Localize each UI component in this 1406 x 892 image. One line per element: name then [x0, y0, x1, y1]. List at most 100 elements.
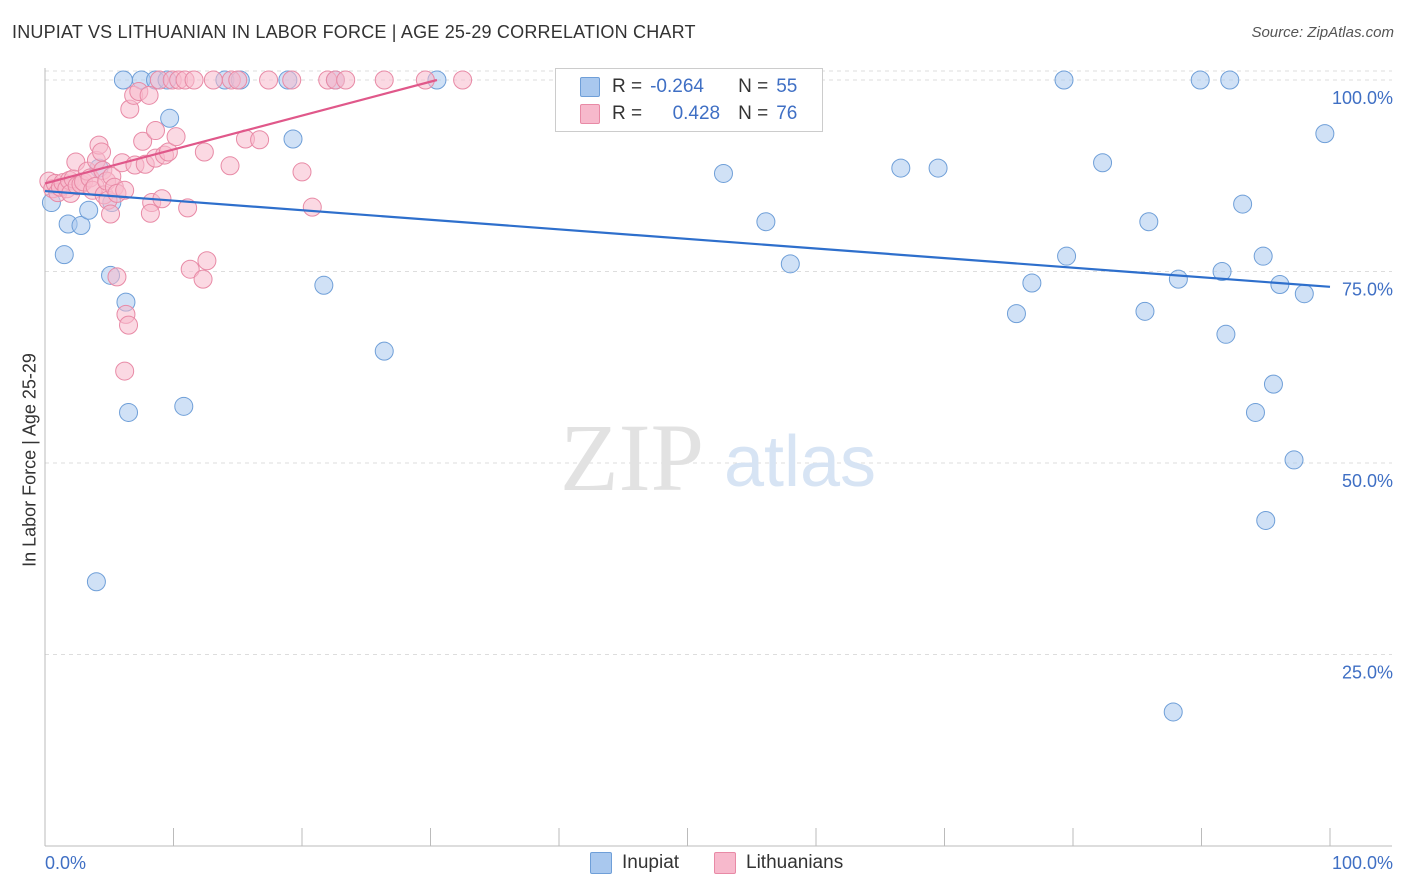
- n-value: 76: [776, 103, 798, 124]
- inupiat-point: [86, 572, 106, 592]
- inupiat-point: [1022, 273, 1042, 293]
- lithuanian-point: [415, 70, 435, 90]
- watermark-atlas: atlas: [724, 422, 876, 502]
- legend-row-inupiat: R = -0.264 N = 55: [580, 75, 797, 99]
- inupiat-trend-line: [44, 189, 1331, 288]
- r-label: R =: [612, 103, 643, 124]
- y-tick-label: 50.0%: [1342, 471, 1393, 491]
- n-value: 55: [776, 76, 798, 97]
- inupiat-point: [283, 129, 303, 149]
- inupiat-point: [1163, 702, 1183, 722]
- inupiat-point: [79, 200, 99, 220]
- r-value: -0.264: [650, 76, 704, 97]
- inupiat-point: [1190, 70, 1210, 90]
- inupiat-point: [71, 216, 91, 236]
- inupiat-point: [1135, 301, 1155, 321]
- stats-legend: R = -0.264 N = 55 R = 0.428 N = 76: [555, 68, 823, 132]
- inupiat-point: [119, 402, 139, 422]
- lithuanian-trend-line: [44, 78, 438, 185]
- lithuanian-point: [453, 70, 473, 90]
- lithuanian-point: [158, 142, 178, 162]
- inupiat-point: [756, 212, 776, 232]
- inupiat-swatch: [590, 852, 612, 874]
- lithuanian-point: [259, 70, 279, 90]
- lithuanian-point: [203, 70, 223, 90]
- n-label: N =: [738, 76, 769, 97]
- inupiat-point: [891, 158, 911, 178]
- source-label: Source: ZipAtlas.com: [1251, 24, 1394, 41]
- watermark-zip: ZIP: [560, 404, 704, 511]
- lithuanian-point: [133, 131, 153, 151]
- inupiat-point: [1284, 450, 1304, 470]
- lithuanian-point: [302, 197, 322, 217]
- chart-title: INUPIAT VS LITHUANIAN IN LABOR FORCE | A…: [12, 22, 696, 42]
- inupiat-point: [1093, 153, 1113, 173]
- lithuanian-point: [178, 198, 198, 218]
- inupiat-point: [1253, 246, 1273, 266]
- inupiat-point: [1057, 246, 1077, 266]
- lithuanian-point: [146, 121, 166, 141]
- lithuanian-point: [250, 130, 270, 150]
- inupiat-point: [314, 275, 334, 295]
- inupiat-point: [1263, 374, 1283, 394]
- inupiat-point: [1212, 262, 1232, 281]
- inupiat-point: [1168, 269, 1188, 289]
- y-tick-label: 75.0%: [1342, 280, 1393, 300]
- y-tick-label: 100.0%: [1332, 88, 1393, 108]
- lithuanian-point: [184, 70, 204, 90]
- lithuanian-point: [194, 142, 214, 162]
- inupiat-point: [113, 70, 133, 90]
- inupiat-point: [1139, 212, 1159, 232]
- lithuanian-point: [92, 142, 112, 162]
- lithuanian-point: [115, 180, 135, 200]
- axes: [44, 68, 1392, 847]
- inupiat-point: [1233, 194, 1253, 214]
- inupiat-point: [1054, 70, 1074, 90]
- inupiat-point: [780, 254, 800, 274]
- lithuanian-point: [115, 361, 135, 381]
- inupiat-point: [174, 396, 194, 416]
- y-axis-label: In Labor Force | Age 25-29: [19, 353, 40, 567]
- legend-row-lithuanians: R = 0.428 N = 76: [580, 102, 797, 126]
- legend-label-inupiat: Inupiat: [622, 852, 680, 873]
- inupiat-point: [160, 108, 180, 128]
- inupiat-point: [713, 163, 733, 183]
- inupiat-swatch: [580, 77, 600, 97]
- watermark: ZIP atlas: [560, 404, 876, 511]
- inupiat-point: [928, 158, 948, 178]
- lithuanian-point: [193, 269, 213, 289]
- lithuanian-point: [292, 162, 312, 182]
- n-label: N =: [738, 103, 769, 124]
- inupiat-point: [1256, 510, 1276, 530]
- inupiat-point: [374, 341, 394, 361]
- lithuanian-point: [374, 70, 394, 90]
- lithuanian-point: [119, 315, 139, 335]
- lithuanian-point: [220, 156, 240, 176]
- grid: [45, 70, 1392, 655]
- lithuanian-point: [228, 70, 248, 90]
- inupiat-point: [1294, 284, 1314, 304]
- lithuanian-point: [282, 70, 302, 90]
- x-tick-label: 100.0%: [1332, 853, 1393, 873]
- legend-item-inupiat[interactable]: Inupiat: [590, 852, 679, 874]
- r-value: 0.428: [672, 103, 721, 124]
- trend-lines: [44, 78, 1331, 288]
- inupiat-point: [54, 245, 74, 265]
- points: [39, 70, 1335, 722]
- inupiat-point: [1216, 324, 1236, 344]
- lithuanian-point: [336, 70, 356, 90]
- inupiat-point: [1220, 70, 1240, 90]
- legend-label-lithuanians: Lithuanians: [746, 852, 844, 873]
- lithuanian-point: [107, 267, 127, 287]
- lithuanians-swatch: [714, 852, 736, 874]
- lithuanian-point: [166, 127, 186, 147]
- inupiat-point: [1245, 402, 1265, 422]
- legend-item-lithuanians[interactable]: Lithuanians: [714, 852, 843, 874]
- inupiat-point: [1315, 124, 1335, 144]
- lithuanian-point: [140, 203, 160, 223]
- y-tick-label: 25.0%: [1342, 663, 1393, 683]
- lithuanian-point: [197, 251, 217, 271]
- lithuanians-swatch: [580, 104, 600, 124]
- lithuanian-point: [139, 85, 159, 105]
